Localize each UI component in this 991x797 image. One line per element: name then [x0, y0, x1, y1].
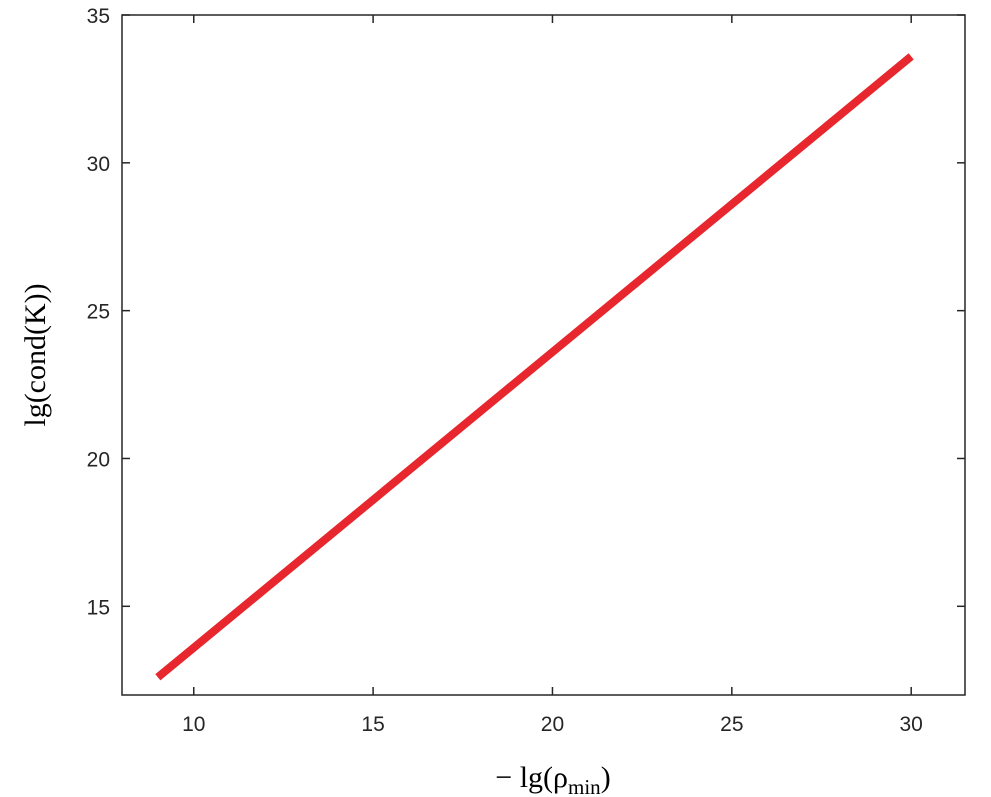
x-tick-label: 25 — [720, 713, 743, 736]
x-tick-label: 15 — [361, 713, 384, 736]
y-tick-label: 15 — [87, 596, 110, 619]
y-tick-label: 30 — [87, 153, 110, 176]
ticks-layer: 10 15 20 25 30 15 20 25 30 35 — [87, 5, 965, 736]
y-tick-label: 20 — [87, 448, 110, 471]
x-tick-label: 10 — [182, 713, 205, 736]
series-line — [155, 53, 914, 681]
y-tick-label: 25 — [87, 301, 110, 324]
x-tick-label: 20 — [541, 713, 564, 736]
y-axis-label: lg(cond(K)) — [19, 283, 52, 426]
series-layer — [155, 53, 914, 681]
x-axis-label: − lg(ρmin) — [495, 761, 610, 797]
x-tick-label: 30 — [900, 713, 923, 736]
plot-frame — [121, 14, 966, 696]
y-tick-label: 35 — [87, 5, 110, 28]
